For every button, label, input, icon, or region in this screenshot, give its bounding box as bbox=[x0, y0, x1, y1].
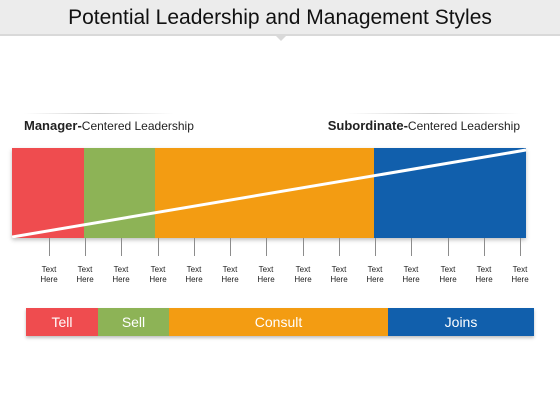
tick-label: Text Here bbox=[439, 265, 457, 284]
tick-mark bbox=[85, 238, 86, 256]
tick-label: Text Here bbox=[294, 265, 312, 284]
tick-label: Text Here bbox=[185, 265, 203, 284]
style-sell: Sell bbox=[98, 308, 169, 336]
tick-mark bbox=[158, 238, 159, 256]
tick-label: Text Here bbox=[475, 265, 493, 284]
tick-mark bbox=[520, 238, 521, 256]
tick-label: Text Here bbox=[221, 265, 239, 284]
band-segment-red bbox=[12, 148, 84, 238]
tick-mark bbox=[230, 238, 231, 256]
tick-label: Text Here bbox=[76, 265, 94, 284]
style-tell-label: Tell bbox=[51, 314, 73, 330]
tick-mark bbox=[339, 238, 340, 256]
subordinate-label-rest: Centered Leadership bbox=[407, 119, 520, 133]
title-notch bbox=[274, 34, 288, 41]
style-consult: Consult bbox=[169, 308, 388, 336]
style-joins-label: Joins bbox=[444, 314, 478, 330]
manager-centered-label: Manager-Centered Leadership bbox=[24, 118, 194, 133]
manager-label-bold: Manager- bbox=[24, 118, 82, 133]
tick-mark bbox=[375, 238, 376, 256]
tick-mark bbox=[411, 238, 412, 256]
style-joins: Joins bbox=[388, 308, 534, 336]
subordinate-centered-label: Subordinate-Centered Leadership bbox=[328, 118, 520, 133]
style-consult-label: Consult bbox=[254, 314, 303, 330]
tick-mark bbox=[303, 238, 304, 256]
tick-mark bbox=[448, 238, 449, 256]
left-label-divider bbox=[24, 113, 174, 114]
tick-label: Text Here bbox=[366, 265, 384, 284]
tick-label: Text Here bbox=[402, 265, 420, 284]
tick-label: Text Here bbox=[40, 265, 58, 284]
tick-scale: Text Here Text Here Text Here Text Here Text Here… bbox=[0, 238, 560, 288]
page-title: Potential Leadership and Management Styl… bbox=[68, 6, 492, 29]
tick-label: Text Here bbox=[330, 265, 348, 284]
leadership-continuum-band bbox=[12, 148, 526, 238]
tick-label: Text Here bbox=[257, 265, 275, 284]
style-sell-label: Sell bbox=[121, 314, 146, 330]
right-label-divider bbox=[346, 113, 521, 114]
tick-label: Text Here bbox=[149, 265, 167, 284]
style-bar: Tell Sell Consult Joins bbox=[26, 308, 534, 336]
tick-mark bbox=[194, 238, 195, 256]
subordinate-label-bold: Subordinate- bbox=[327, 118, 408, 133]
manager-label-rest: Centered Leadership bbox=[81, 119, 194, 133]
tick-mark bbox=[121, 238, 122, 256]
tick-label: Text Here bbox=[511, 265, 529, 284]
tick-mark bbox=[49, 238, 50, 256]
diagonal-divider-line bbox=[12, 148, 526, 238]
style-tell: Tell bbox=[26, 308, 98, 336]
tick-mark bbox=[484, 238, 485, 256]
tick-mark bbox=[266, 238, 267, 256]
tick-label: Text Here bbox=[112, 265, 130, 284]
